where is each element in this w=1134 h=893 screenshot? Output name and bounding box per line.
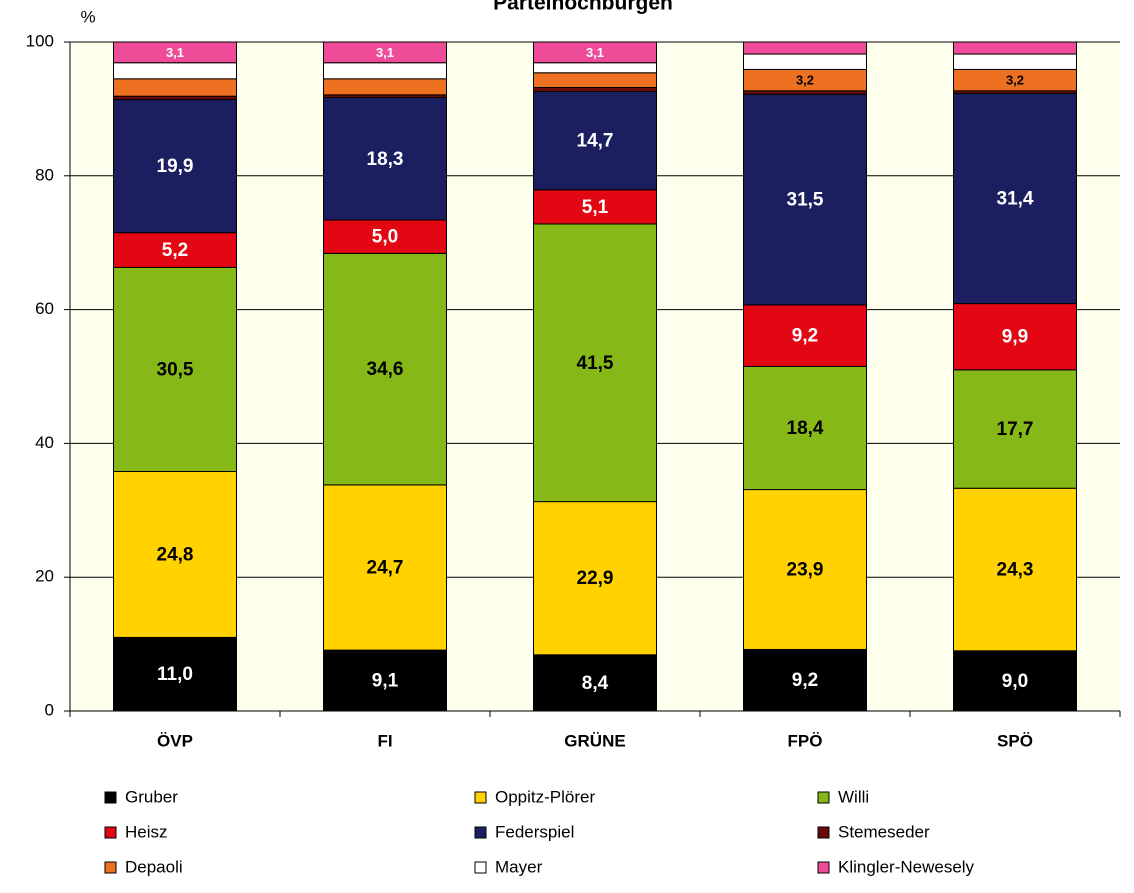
bar-segment [323,41,447,64]
y-tick-label: 20 [35,567,54,586]
bar-segment [113,78,237,97]
bar-segment [113,232,237,268]
data-label: 9,1 [372,671,399,692]
bar-segment [953,53,1077,70]
data-label: 34,6 [367,359,404,380]
bar-segment [113,266,237,472]
data-label: 11,0 [157,664,193,685]
bar-segment [533,62,657,74]
bar-segment [323,62,447,80]
bar-segment [953,369,1077,489]
data-label: 30,5 [157,359,194,380]
bar-segment [533,189,657,225]
bar-segment [113,99,237,234]
bar-segment [113,62,237,80]
bar-segment [743,489,867,650]
bar-segment [323,97,447,221]
data-label: 18,4 [787,418,824,439]
bar-segment [953,41,1077,55]
data-label: 19,9 [157,156,194,177]
legend-swatch [104,826,117,839]
x-tick-label: FI [377,731,392,750]
y-tick-label: 0 [45,700,54,719]
legend-swatch [474,861,487,874]
bar-segment [323,484,447,651]
data-label: 22,9 [577,568,614,589]
legend-label: Klingler-Newesely [838,857,975,876]
bar-segment [113,636,237,712]
bar-segment [113,95,237,101]
legend-label: Stemeseder [838,822,930,841]
legend-swatch [104,791,117,804]
data-label: 3,1 [166,45,184,60]
legend-swatch [817,826,830,839]
bar-segment [953,303,1077,371]
bar-segment [533,91,657,191]
legend-label: Heisz [125,822,168,841]
legend-label: Mayer [495,857,543,876]
y-tick-label: 60 [35,299,54,318]
bar-segment [743,53,867,70]
y-axis-label: % [80,7,95,26]
x-tick-label: FPÖ [788,731,823,750]
legend-label: Willi [838,787,869,806]
bar-segment [533,72,657,88]
y-tick-label: 40 [35,433,54,452]
bar-segment [323,219,447,254]
data-label: 8,4 [582,673,609,694]
data-label: 31,5 [787,190,824,211]
bar-segment [323,649,447,712]
y-tick-label: 80 [35,165,54,184]
data-label: 5,0 [372,227,398,248]
data-label: 9,2 [792,670,818,691]
x-tick-label: GRÜNE [564,731,625,750]
bar-segment [533,86,657,93]
data-label: 5,1 [582,197,609,218]
data-label: 3,2 [796,73,814,88]
data-label: 9,2 [792,326,818,347]
data-label: 24,7 [367,558,404,579]
legend-swatch [817,861,830,874]
data-label: 24,3 [997,560,1034,581]
bar-segment [743,93,867,306]
bar-segment [743,41,867,55]
data-label: 9,9 [1002,327,1028,348]
data-label: 3,1 [376,45,394,60]
bar-segment [323,252,447,486]
y-tick-label: 100 [26,31,54,50]
data-label: 9,0 [1002,671,1028,692]
data-label: 5,2 [162,240,188,261]
legend-swatch [817,791,830,804]
data-label: 18,3 [367,149,404,170]
x-tick-label: ÖVP [157,731,193,750]
bar-segment [743,304,867,367]
legend-label: Depaoli [125,857,183,876]
bar-segment [743,90,867,95]
legend-label: Oppitz-Plörer [495,787,595,806]
bar-segment [113,41,237,64]
legend-swatch [474,791,487,804]
x-tick-label: SPÖ [997,731,1033,750]
data-label: 23,9 [787,560,824,581]
data-label: 24,8 [157,544,194,565]
bar-segment [323,78,447,96]
bar-segment [113,470,237,638]
legend-label: Federspiel [495,822,574,841]
legend-swatch [104,861,117,874]
legend-label: Gruber [125,787,178,806]
legend-swatch [474,826,487,839]
data-label: 41,5 [577,353,614,374]
bar-segment [533,41,657,64]
bar-segment [953,93,1077,305]
data-label: 3,1 [586,45,604,60]
data-label: 31,4 [997,189,1034,210]
data-label: 14,7 [577,131,614,152]
data-label: 17,7 [997,419,1034,440]
bar-segment [533,501,657,656]
bar-segment [533,223,657,503]
data-label: 3,2 [1006,73,1024,88]
chart-title: Parteihochburgen [493,0,673,15]
